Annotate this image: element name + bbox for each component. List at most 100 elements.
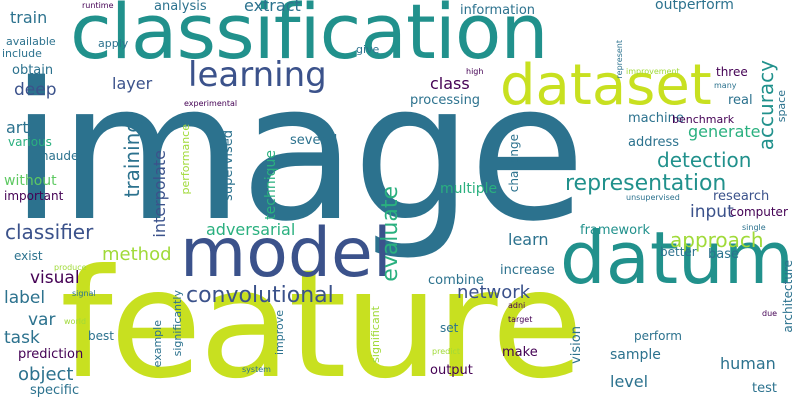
word-best: best <box>88 329 114 343</box>
word-supervised: supervised <box>221 130 236 201</box>
word-produce: produce <box>54 263 87 272</box>
word-classification: classification <box>70 0 549 76</box>
word-detection: detection <box>657 148 752 172</box>
word-dataset: dataset <box>500 53 712 118</box>
word-target: target <box>508 315 533 324</box>
word-approach: approach <box>670 228 764 252</box>
word-high: high <box>466 67 484 76</box>
word-evaluate: evaluate <box>378 186 403 282</box>
word-adversarial: adversarial <box>206 220 296 239</box>
word-network: network <box>457 282 531 303</box>
word-prediction: prediction <box>18 347 84 362</box>
word-framework: framework <box>580 223 651 238</box>
word-information: information <box>460 3 536 18</box>
word-without: without <box>4 173 57 189</box>
word-datum: datum <box>560 216 794 300</box>
word-predict: predict <box>432 347 460 356</box>
word-sample: sample <box>610 347 661 363</box>
word-significant: significant <box>369 306 382 363</box>
word-level: level <box>610 372 649 391</box>
word-training: training <box>120 120 144 198</box>
word-architecture: architecture <box>781 260 795 333</box>
word-unsupervised: unsupervised <box>626 193 680 202</box>
word-class: class <box>430 74 470 93</box>
word-better: better <box>660 245 697 259</box>
word-improve: improve <box>273 310 286 356</box>
word-combine: combine <box>428 273 484 288</box>
word-runtime: runtime <box>82 1 114 10</box>
word-world: world <box>64 317 87 326</box>
word-generate: generate <box>688 122 761 141</box>
word-give: give <box>356 43 380 56</box>
word-var: var <box>28 310 56 330</box>
word-set: set <box>440 321 459 335</box>
word-layer: layer <box>112 74 153 93</box>
word-interpolate: interpolate <box>150 150 169 238</box>
word-outperform: outperform <box>655 0 734 13</box>
word-due: due <box>762 309 778 318</box>
word-base: base <box>708 247 739 262</box>
word-analysis: analysis <box>154 0 207 14</box>
word-several: several <box>290 133 338 148</box>
word-challenge: challenge <box>507 134 521 193</box>
word-obtain: obtain <box>12 63 54 78</box>
word-exist: exist <box>14 249 43 263</box>
word-perform: perform <box>634 329 682 343</box>
word-test: test <box>752 381 777 396</box>
word-train: train <box>10 8 48 27</box>
word-example: example <box>151 320 164 368</box>
word-feature: feature <box>60 238 584 400</box>
word-signal: signal <box>72 289 96 298</box>
word-address: address <box>628 135 680 150</box>
word-processing: processing <box>410 93 481 108</box>
word-many: many <box>714 81 737 90</box>
word-low: low <box>556 133 570 142</box>
word-object: object <box>18 364 74 385</box>
word-represent: represent <box>615 40 624 79</box>
word-research: research <box>713 189 770 204</box>
word-label: label <box>4 288 46 308</box>
word-learn: learn <box>508 230 549 249</box>
word-real: real <box>728 93 753 108</box>
word-significantly: significantly <box>171 290 184 357</box>
word-benchmark: benchmark <box>672 113 735 126</box>
word-visual: visual <box>30 268 80 288</box>
word-apply: apply <box>98 37 129 50</box>
word-learning: learning <box>188 55 327 95</box>
word-deep: deep <box>14 80 57 100</box>
word-specific: specific <box>30 383 80 398</box>
word-extract: extract <box>244 0 301 15</box>
word-machine: machine <box>628 111 684 126</box>
word-single: single <box>742 223 766 232</box>
word-three: three <box>716 65 748 79</box>
word-art: art <box>6 118 29 137</box>
word-output: output <box>430 363 473 378</box>
word-classifier: classifier <box>5 220 94 244</box>
word-increase: increase <box>500 263 555 278</box>
word-vision: vision <box>569 326 584 364</box>
word-image: image <box>10 42 586 263</box>
word-input: input <box>690 202 734 222</box>
word-space: space <box>775 90 788 123</box>
word-method: method <box>102 244 172 265</box>
word-model: model <box>180 214 392 293</box>
word-make: make <box>502 345 538 360</box>
word-important: important <box>4 189 64 203</box>
word-available: available <box>6 35 56 48</box>
word-schauder: schauder <box>28 149 84 163</box>
word-technique: technique <box>263 150 279 220</box>
word-include: include <box>2 47 42 60</box>
word-representation: representation <box>565 171 727 196</box>
word-improvement: improvement <box>626 67 680 76</box>
word-various: various <box>8 135 52 149</box>
word-task: task <box>4 328 40 348</box>
word-human: human <box>720 354 776 373</box>
word-experimental: experimental <box>184 99 238 108</box>
word-performance: performance <box>179 124 192 195</box>
word-convolutional: convolutional <box>186 283 334 308</box>
word-adni: adni <box>508 301 526 310</box>
word-computer: computer <box>730 205 788 219</box>
word-system: system <box>242 365 271 374</box>
word-multiple: multiple <box>440 181 498 197</box>
